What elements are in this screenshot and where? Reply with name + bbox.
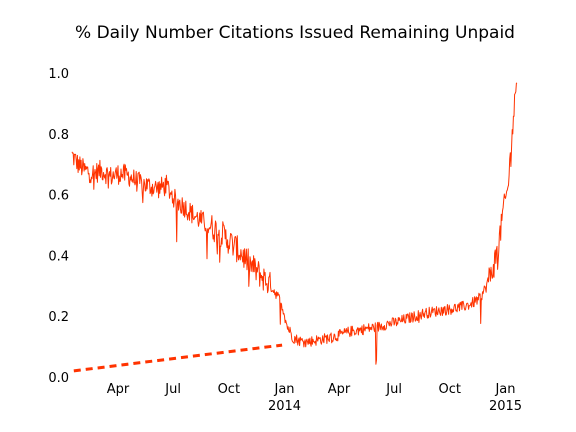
y-tick-label: 1.0 (48, 67, 69, 82)
x-tick-year-label: 2015 (489, 399, 522, 414)
y-tick-label: 0.4 (48, 249, 69, 264)
y-axis-ticks: 0.0 0.2 0.4 0.6 0.8 1.0 (48, 67, 69, 386)
x-tick-label: Apr (107, 382, 130, 397)
chart-title: % Daily Number Citations Issued Remainin… (75, 23, 515, 43)
dashed-trend-line (73, 343, 283, 373)
x-tick-label: Apr (328, 382, 351, 397)
x-tick-label: Jan (273, 382, 294, 397)
plot-series (71, 82, 518, 373)
x-axis-ticks: Apr Jul Oct Jan 2014 Apr Jul Oct Jan 2015 (107, 382, 522, 414)
y-tick-label: 0.0 (48, 371, 69, 386)
y-tick-label: 0.6 (48, 189, 69, 204)
x-tick-label: Jan (494, 382, 515, 397)
x-tick-label: Jul (385, 382, 402, 397)
x-tick-year-label: 2014 (268, 399, 301, 414)
x-tick-label: Jul (164, 382, 181, 397)
y-tick-label: 0.8 (48, 128, 69, 143)
daily-unpaid-line (71, 82, 518, 365)
y-tick-label: 0.2 (48, 310, 69, 325)
x-tick-label: Oct (439, 382, 461, 397)
x-tick-label: Oct (218, 382, 240, 397)
